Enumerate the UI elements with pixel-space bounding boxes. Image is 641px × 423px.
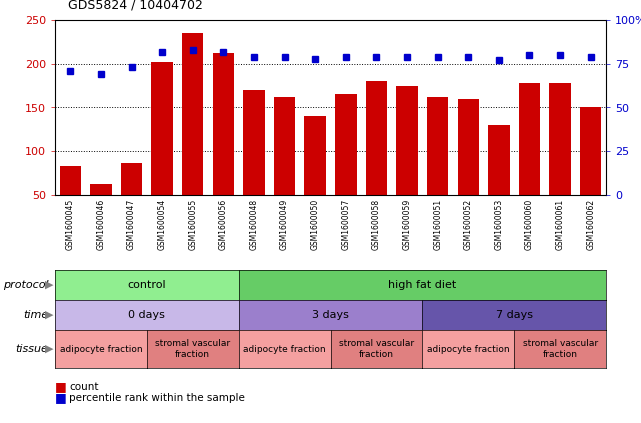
Text: protocol: protocol	[3, 280, 49, 290]
Text: count: count	[69, 382, 99, 392]
Text: tissue: tissue	[16, 344, 49, 354]
Text: stromal vascular
fraction: stromal vascular fraction	[155, 339, 230, 359]
Text: GSM1600049: GSM1600049	[280, 198, 289, 250]
Text: 7 days: 7 days	[495, 310, 533, 320]
Text: stromal vascular
fraction: stromal vascular fraction	[522, 339, 597, 359]
Bar	[151, 62, 173, 195]
Bar	[458, 99, 479, 195]
Bar	[243, 90, 265, 195]
Text: adipocyte fraction: adipocyte fraction	[427, 344, 510, 354]
Bar	[396, 85, 418, 195]
Text: GSM1600048: GSM1600048	[249, 198, 258, 250]
Bar	[519, 83, 540, 195]
Text: GSM1600054: GSM1600054	[158, 198, 167, 250]
Bar	[335, 94, 356, 195]
Text: GSM1600046: GSM1600046	[96, 198, 105, 250]
Text: GSM1600052: GSM1600052	[463, 198, 473, 250]
Text: ■: ■	[55, 391, 67, 404]
Text: ▶: ▶	[46, 310, 54, 320]
Bar	[90, 184, 112, 195]
Text: ▶: ▶	[46, 344, 54, 354]
Text: GSM1600051: GSM1600051	[433, 198, 442, 250]
Bar	[121, 162, 142, 195]
Text: GSM1600060: GSM1600060	[525, 198, 534, 250]
Bar	[488, 125, 510, 195]
Text: high fat diet: high fat diet	[388, 280, 456, 290]
Text: GSM1600058: GSM1600058	[372, 198, 381, 250]
Text: GDS5824 / 10404702: GDS5824 / 10404702	[68, 0, 203, 11]
Text: GSM1600057: GSM1600057	[341, 198, 350, 250]
Text: GSM1600055: GSM1600055	[188, 198, 197, 250]
Text: time: time	[23, 310, 49, 320]
Bar	[427, 97, 448, 195]
Bar	[182, 33, 203, 195]
Bar	[366, 81, 387, 195]
Text: 0 days: 0 days	[128, 310, 165, 320]
Text: stromal vascular
fraction: stromal vascular fraction	[339, 339, 414, 359]
Text: ▶: ▶	[46, 280, 54, 290]
Text: GSM1600062: GSM1600062	[586, 198, 595, 250]
Bar	[274, 97, 296, 195]
Text: GSM1600056: GSM1600056	[219, 198, 228, 250]
Bar	[60, 166, 81, 195]
Bar	[213, 53, 234, 195]
Text: 3 days: 3 days	[312, 310, 349, 320]
Text: GSM1600053: GSM1600053	[494, 198, 503, 250]
Text: adipocyte fraction: adipocyte fraction	[60, 344, 142, 354]
Bar	[549, 83, 570, 195]
Text: ■: ■	[55, 381, 67, 393]
Text: GSM1600045: GSM1600045	[66, 198, 75, 250]
Text: GSM1600047: GSM1600047	[127, 198, 136, 250]
Text: percentile rank within the sample: percentile rank within the sample	[69, 393, 245, 403]
Text: adipocyte fraction: adipocyte fraction	[244, 344, 326, 354]
Text: control: control	[128, 280, 166, 290]
Text: GSM1600059: GSM1600059	[403, 198, 412, 250]
Bar	[580, 107, 601, 195]
Bar	[304, 116, 326, 195]
Text: GSM1600050: GSM1600050	[311, 198, 320, 250]
Text: GSM1600061: GSM1600061	[556, 198, 565, 250]
